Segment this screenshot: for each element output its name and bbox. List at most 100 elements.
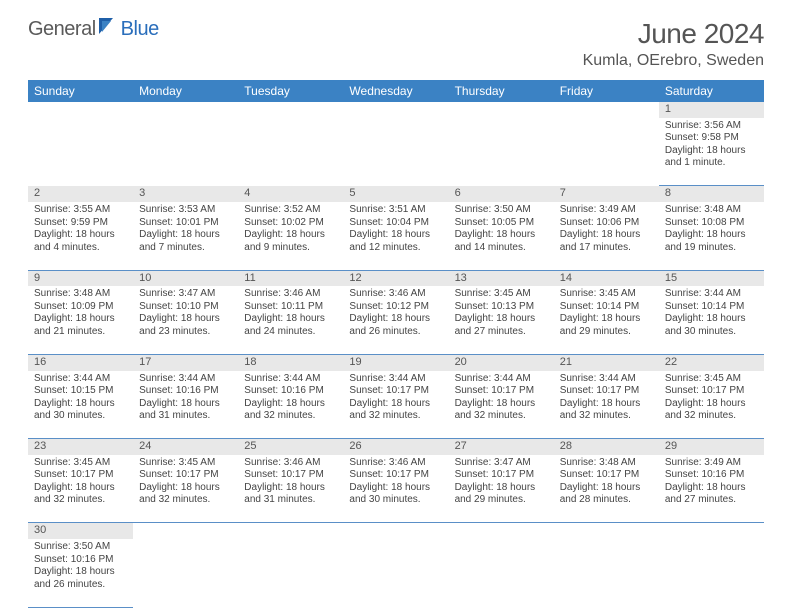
sunset-text: Sunset: 10:08 PM: [665, 217, 758, 230]
day-number-cell: 6: [449, 186, 554, 202]
day-content: Sunrise: 3:45 AMSunset: 10:14 PMDaylight…: [554, 286, 659, 341]
day-cell: Sunrise: 3:44 AMSunset: 10:16 PMDaylight…: [238, 371, 343, 439]
day-cell: [238, 539, 343, 607]
day-content: Sunrise: 3:46 AMSunset: 10:17 PMDaylight…: [343, 455, 448, 510]
daylight-text: Daylight: 18 hours and 30 minutes.: [665, 313, 758, 338]
day-number-cell: 15: [659, 270, 764, 286]
daylight-text: Daylight: 18 hours and 24 minutes.: [244, 313, 337, 338]
sunrise-text: Sunrise: 3:44 AM: [34, 373, 127, 386]
day-cell: Sunrise: 3:50 AMSunset: 10:05 PMDaylight…: [449, 202, 554, 270]
day-number-cell: 12: [343, 270, 448, 286]
day-number-cell: 10: [133, 270, 238, 286]
day-number-cell: [343, 523, 448, 539]
weekday-header: Saturday: [659, 80, 764, 102]
day-number-cell: 11: [238, 270, 343, 286]
day-number-cell: [28, 102, 133, 118]
day-cell: Sunrise: 3:45 AMSunset: 10:17 PMDaylight…: [659, 371, 764, 439]
day-cell: Sunrise: 3:46 AMSunset: 10:17 PMDaylight…: [343, 455, 448, 523]
sunrise-text: Sunrise: 3:50 AM: [34, 541, 127, 554]
daylight-text: Daylight: 18 hours and 32 minutes.: [349, 398, 442, 423]
sunrise-text: Sunrise: 3:46 AM: [349, 457, 442, 470]
day-cell: Sunrise: 3:44 AMSunset: 10:16 PMDaylight…: [133, 371, 238, 439]
title-block: June 2024 Kumla, OErebro, Sweden: [583, 18, 764, 70]
week-row: Sunrise: 3:44 AMSunset: 10:15 PMDaylight…: [28, 371, 764, 439]
day-number-cell: [133, 523, 238, 539]
sunset-text: Sunset: 10:16 PM: [139, 385, 232, 398]
sunset-text: Sunset: 10:17 PM: [560, 469, 653, 482]
day-content: Sunrise: 3:48 AMSunset: 10:17 PMDaylight…: [554, 455, 659, 510]
day-number-cell: 25: [238, 439, 343, 455]
day-content: Sunrise: 3:50 AMSunset: 10:16 PMDaylight…: [28, 539, 133, 594]
day-number-cell: 22: [659, 354, 764, 370]
sunset-text: Sunset: 10:17 PM: [34, 469, 127, 482]
daylight-text: Daylight: 18 hours and 32 minutes.: [560, 398, 653, 423]
sunrise-text: Sunrise: 3:46 AM: [244, 457, 337, 470]
day-cell: Sunrise: 3:48 AMSunset: 10:09 PMDaylight…: [28, 286, 133, 354]
sunset-text: Sunset: 10:16 PM: [34, 554, 127, 567]
day-number-cell: 4: [238, 186, 343, 202]
flag-icon: [99, 18, 119, 39]
day-number-cell: 8: [659, 186, 764, 202]
day-content: Sunrise: 3:49 AMSunset: 10:06 PMDaylight…: [554, 202, 659, 257]
day-number-cell: 2: [28, 186, 133, 202]
sunset-text: Sunset: 10:14 PM: [560, 301, 653, 314]
day-cell: [343, 118, 448, 186]
sunrise-text: Sunrise: 3:51 AM: [349, 204, 442, 217]
sunrise-text: Sunrise: 3:55 AM: [34, 204, 127, 217]
sunrise-text: Sunrise: 3:44 AM: [139, 373, 232, 386]
daynum-row: 1: [28, 102, 764, 118]
day-cell: Sunrise: 3:47 AMSunset: 10:17 PMDaylight…: [449, 455, 554, 523]
day-cell: Sunrise: 3:49 AMSunset: 10:16 PMDaylight…: [659, 455, 764, 523]
week-row: Sunrise: 3:55 AMSunset: 9:59 PMDaylight:…: [28, 202, 764, 270]
sunrise-text: Sunrise: 3:48 AM: [34, 288, 127, 301]
day-content: Sunrise: 3:53 AMSunset: 10:01 PMDaylight…: [133, 202, 238, 257]
sunset-text: Sunset: 10:05 PM: [455, 217, 548, 230]
daylight-text: Daylight: 18 hours and 19 minutes.: [665, 229, 758, 254]
day-cell: Sunrise: 3:45 AMSunset: 10:17 PMDaylight…: [28, 455, 133, 523]
sunrise-text: Sunrise: 3:49 AM: [665, 457, 758, 470]
sunset-text: Sunset: 10:17 PM: [244, 469, 337, 482]
week-row: Sunrise: 3:56 AMSunset: 9:58 PMDaylight:…: [28, 118, 764, 186]
daylight-text: Daylight: 18 hours and 12 minutes.: [349, 229, 442, 254]
sunrise-text: Sunrise: 3:49 AM: [560, 204, 653, 217]
day-content: Sunrise: 3:47 AMSunset: 10:17 PMDaylight…: [449, 455, 554, 510]
sunrise-text: Sunrise: 3:45 AM: [560, 288, 653, 301]
sunset-text: Sunset: 10:15 PM: [34, 385, 127, 398]
day-content: Sunrise: 3:44 AMSunset: 10:17 PMDaylight…: [449, 371, 554, 426]
page-header: General Blue June 2024 Kumla, OErebro, S…: [0, 0, 792, 74]
daylight-text: Daylight: 18 hours and 1 minute.: [665, 145, 758, 170]
sunrise-text: Sunrise: 3:46 AM: [244, 288, 337, 301]
day-content: Sunrise: 3:55 AMSunset: 9:59 PMDaylight:…: [28, 202, 133, 257]
day-content: Sunrise: 3:44 AMSunset: 10:17 PMDaylight…: [554, 371, 659, 426]
day-cell: Sunrise: 3:48 AMSunset: 10:17 PMDaylight…: [554, 455, 659, 523]
daylight-text: Daylight: 18 hours and 30 minutes.: [34, 398, 127, 423]
day-content: Sunrise: 3:45 AMSunset: 10:17 PMDaylight…: [659, 371, 764, 426]
day-number-cell: [343, 102, 448, 118]
day-number-cell: 24: [133, 439, 238, 455]
day-number-cell: [238, 102, 343, 118]
sunset-text: Sunset: 10:01 PM: [139, 217, 232, 230]
day-number-cell: [449, 523, 554, 539]
daylight-text: Daylight: 18 hours and 26 minutes.: [349, 313, 442, 338]
day-content: Sunrise: 3:49 AMSunset: 10:16 PMDaylight…: [659, 455, 764, 510]
day-number-cell: [133, 102, 238, 118]
day-content: Sunrise: 3:47 AMSunset: 10:10 PMDaylight…: [133, 286, 238, 341]
sunset-text: Sunset: 10:17 PM: [665, 385, 758, 398]
day-content: Sunrise: 3:44 AMSunset: 10:16 PMDaylight…: [238, 371, 343, 426]
sunset-text: Sunset: 10:13 PM: [455, 301, 548, 314]
day-cell: Sunrise: 3:46 AMSunset: 10:11 PMDaylight…: [238, 286, 343, 354]
day-content: Sunrise: 3:56 AMSunset: 9:58 PMDaylight:…: [659, 118, 764, 173]
week-row: Sunrise: 3:45 AMSunset: 10:17 PMDaylight…: [28, 455, 764, 523]
sunrise-text: Sunrise: 3:48 AM: [560, 457, 653, 470]
day-number-cell: 1: [659, 102, 764, 118]
day-cell: Sunrise: 3:47 AMSunset: 10:10 PMDaylight…: [133, 286, 238, 354]
day-content: Sunrise: 3:44 AMSunset: 10:16 PMDaylight…: [133, 371, 238, 426]
daylight-text: Daylight: 18 hours and 27 minutes.: [665, 482, 758, 507]
brand-logo: General Blue: [28, 18, 159, 41]
day-cell: [554, 118, 659, 186]
daynum-row: 30: [28, 523, 764, 539]
day-cell: Sunrise: 3:53 AMSunset: 10:01 PMDaylight…: [133, 202, 238, 270]
weekday-header: Monday: [133, 80, 238, 102]
sunset-text: Sunset: 10:14 PM: [665, 301, 758, 314]
day-content: Sunrise: 3:51 AMSunset: 10:04 PMDaylight…: [343, 202, 448, 257]
